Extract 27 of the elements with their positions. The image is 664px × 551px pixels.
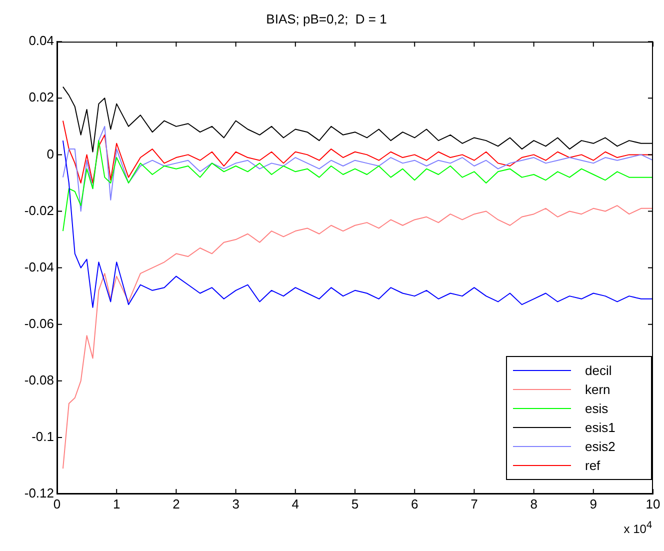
y-tick-label: -0.06 — [24, 316, 54, 331]
legend-label: esis1 — [585, 420, 616, 435]
x-tick-label: 8 — [530, 496, 538, 512]
y-tick-label: -0.02 — [24, 202, 54, 218]
legend-label: esis2 — [585, 439, 616, 454]
x-tick-label: 10 — [646, 496, 660, 512]
legend-label: kern — [585, 382, 610, 397]
legend-label: decil — [585, 363, 612, 378]
y-tick-label: 0 — [46, 146, 54, 162]
x-tick-label: 2 — [172, 496, 180, 512]
y-tick-label: -0.04 — [24, 259, 54, 274]
text: x 10$^{4}$ — [624, 520, 652, 536]
legend-label: ref — [585, 458, 600, 473]
chart-title: BIAS; pB=0,2; D = 1 — [266, 11, 387, 26]
x-tick-label: 3 — [232, 496, 240, 512]
x-tick-label: 1 — [112, 496, 120, 512]
x-tick-label: 9 — [590, 496, 598, 512]
x-tick-label: 4 — [292, 496, 300, 512]
legend-label: esis — [585, 401, 608, 416]
y-tick-label: 0.02 — [28, 90, 54, 105]
x-tick-label: 5 — [351, 496, 359, 512]
y-tick-label: 0.04 — [28, 33, 54, 48]
x-tick-label: 6 — [410, 496, 418, 512]
y-tick-label: -0.1 — [32, 429, 54, 444]
y-tick-label: -0.08 — [24, 372, 54, 388]
y-tick-label: -0.12 — [24, 486, 54, 501]
x-tick-label: 7 — [470, 496, 478, 512]
